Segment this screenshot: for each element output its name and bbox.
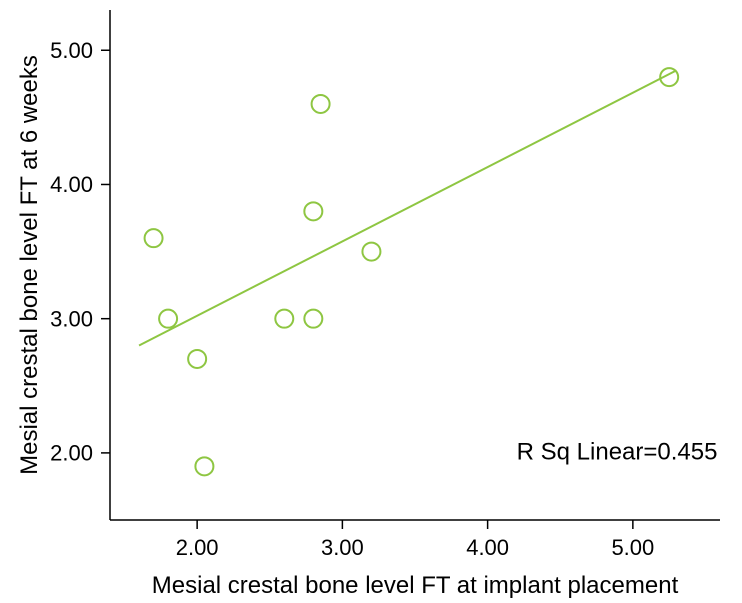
data-point [145, 229, 163, 247]
scatter-chart: 2.00 3.00 4.00 5.00 2.00 3.00 4.00 5.00 Mesial c… [0, 0, 742, 603]
y-axis-label: Mesial crestal bone level FT at 6 weeks [16, 55, 43, 475]
data-point [188, 350, 206, 368]
chart-svg: 2.00 3.00 4.00 5.00 2.00 3.00 4.00 5.00 Mesial c… [0, 0, 742, 603]
r-squared-annotation: R Sq Linear=0.455 [517, 439, 718, 466]
data-point [159, 310, 177, 328]
x-tick-label: 5.00 [611, 535, 654, 560]
data-point [304, 310, 322, 328]
data-point [312, 95, 330, 113]
y-tick-label: 3.00 [50, 306, 93, 331]
x-tick-label: 3.00 [321, 535, 364, 560]
trend-line [139, 70, 676, 345]
y-tick-label: 4.00 [50, 172, 93, 197]
y-tick-label: 2.00 [50, 441, 93, 466]
data-point [195, 457, 213, 475]
data-point [362, 243, 380, 261]
x-axis-label: Mesial crestal bone level FT at implant … [152, 572, 679, 599]
y-tick-label: 5.00 [50, 38, 93, 63]
x-tick-label: 2.00 [176, 535, 219, 560]
data-point [275, 310, 293, 328]
x-tick-label: 4.00 [466, 535, 509, 560]
data-point [304, 202, 322, 220]
